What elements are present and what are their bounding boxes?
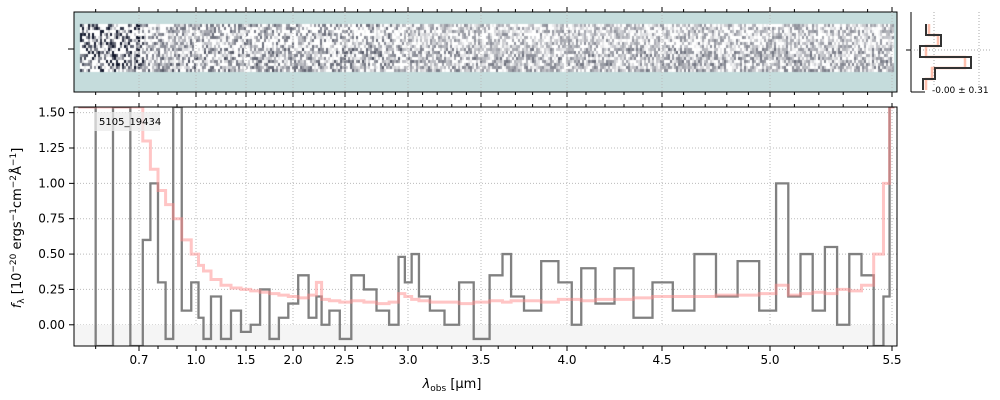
x-tick-label: 2.5 bbox=[335, 353, 354, 367]
x-axis: 0.7 1.0 1.5 2.0 2.5 3.0 3.5 4.0 4.5 5.0 5.5 bbox=[95, 103, 902, 367]
y-axis-label: fλ [10−20 ergs−1cm−2Å−1] bbox=[9, 148, 27, 309]
x-tick-label: 1.0 bbox=[186, 353, 205, 367]
x-tick-label: 4.5 bbox=[652, 353, 671, 367]
y-tick-label: 0.50 bbox=[38, 247, 65, 261]
y-tick-label: 0.75 bbox=[38, 212, 65, 226]
y-tick-label: 1.00 bbox=[38, 176, 65, 190]
series-data-line bbox=[78, 107, 895, 346]
negative-flux-band bbox=[74, 324, 897, 346]
object-label-box bbox=[94, 112, 160, 131]
residual-histogram-panel bbox=[906, 12, 990, 93]
histogram-data bbox=[919, 24, 972, 90]
object-label: 5105_19434 bbox=[99, 117, 161, 128]
main-panel-frame bbox=[73, 106, 898, 347]
2d-panel-frame bbox=[73, 11, 898, 93]
2d-spectrum-image bbox=[74, 12, 897, 92]
x-tick-label: 4.0 bbox=[557, 353, 576, 367]
x-tick-label: 5.0 bbox=[760, 353, 779, 367]
2d-panel-ticks bbox=[95, 7, 893, 97]
y-tick-label: 1.50 bbox=[38, 106, 65, 120]
y-tick-label: 0.25 bbox=[38, 282, 65, 296]
x-tick-label: 3.5 bbox=[471, 353, 490, 367]
x-tick-label: 3.0 bbox=[398, 353, 417, 367]
x-tick-label: 1.5 bbox=[236, 353, 255, 367]
y-tick-label: 1.25 bbox=[38, 141, 65, 155]
residual-stats-label: -0.00 ± 0.31 bbox=[932, 86, 989, 96]
series-model-line bbox=[78, 107, 895, 306]
x-tick-label: 2.0 bbox=[283, 353, 302, 367]
y-axis: 0.00 0.25 0.50 0.75 1.00 1.25 1.50 bbox=[38, 106, 74, 332]
x-axis-label: λobs [μm] bbox=[422, 377, 482, 394]
y-tick-label: 0.00 bbox=[38, 318, 65, 332]
x-tick-label: 0.7 bbox=[129, 353, 148, 367]
x-tick-label: 5.5 bbox=[882, 353, 901, 367]
